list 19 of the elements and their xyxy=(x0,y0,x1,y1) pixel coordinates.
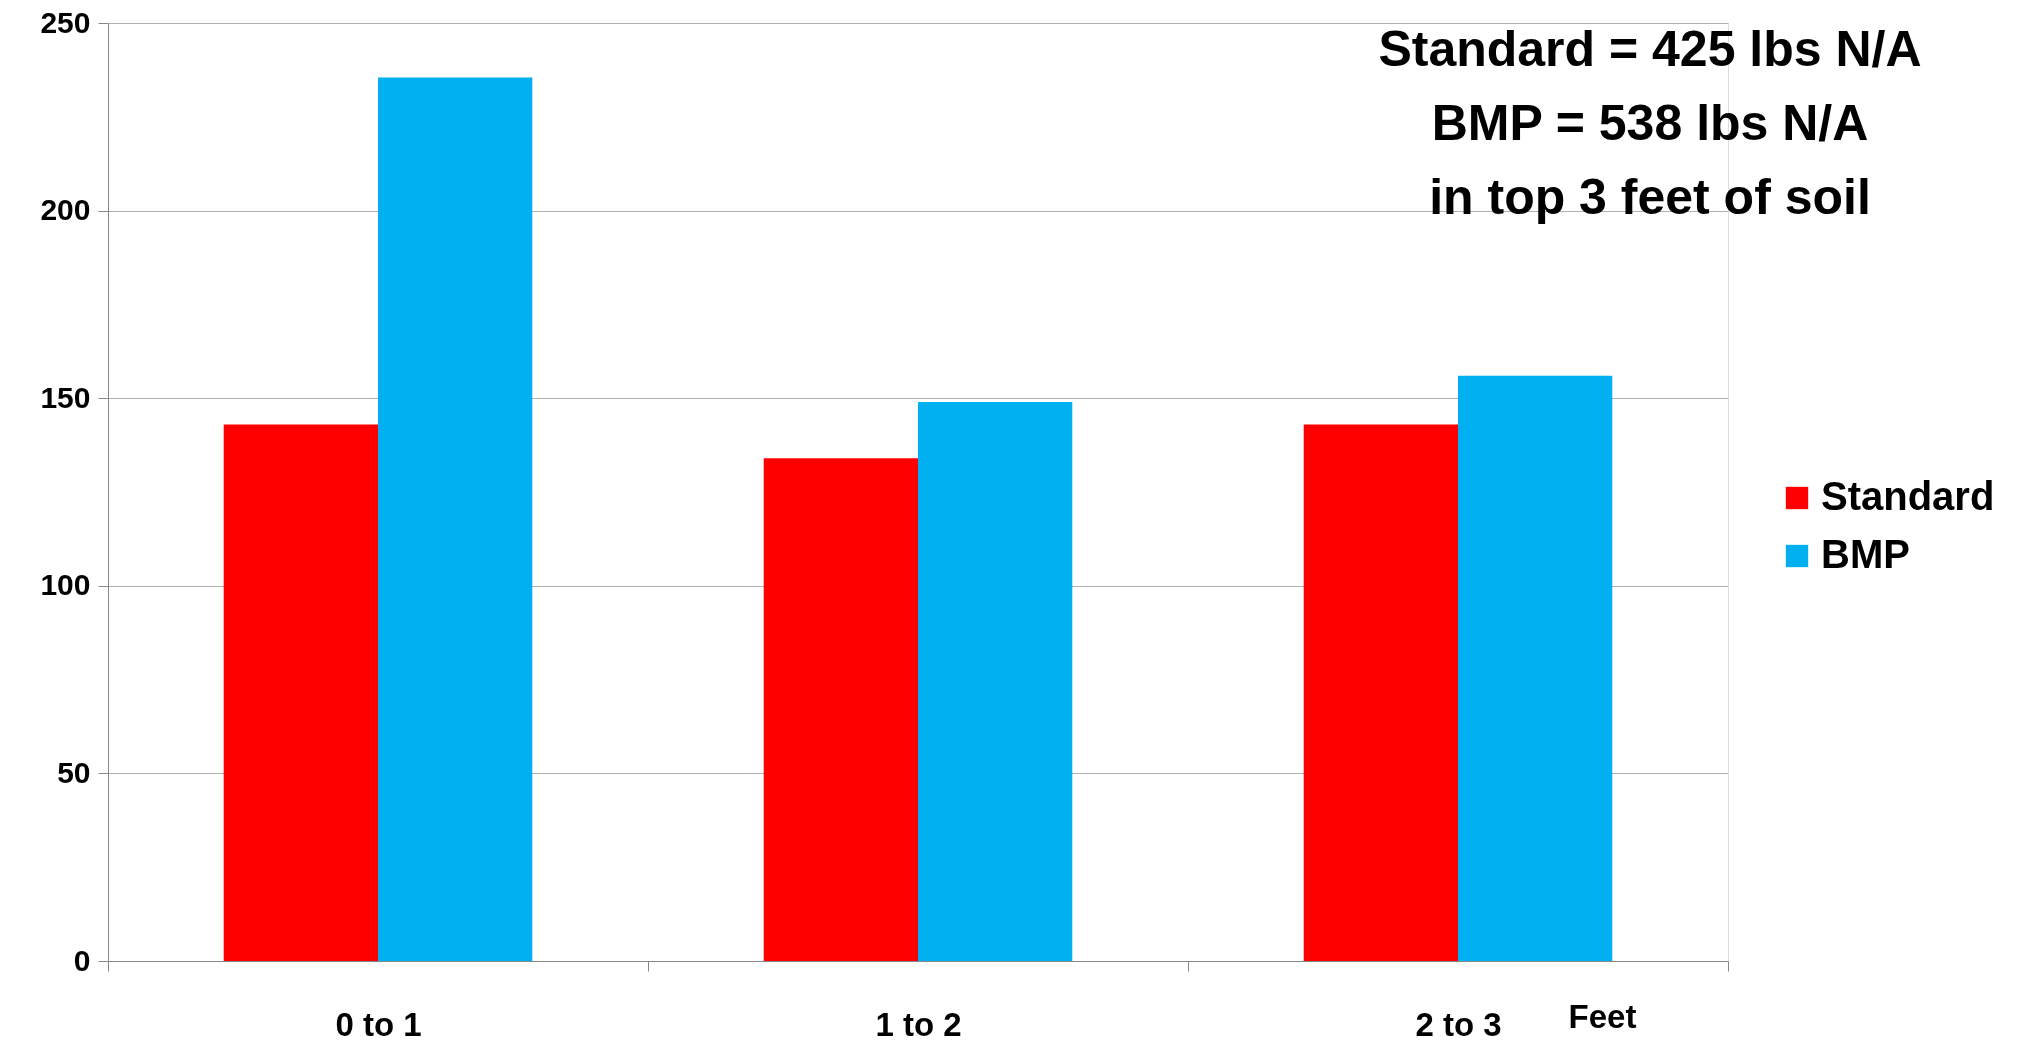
bar xyxy=(1303,424,1458,961)
x-axis-title: Feet xyxy=(1568,997,1637,1035)
bar xyxy=(1458,375,1613,961)
y-tick-label: 200 xyxy=(40,193,91,227)
x-tick-label: 2 to 3 xyxy=(1415,1005,1502,1043)
annotation: Standard = 425 lbs N/A BMP = 538 lbs N/A in top 3 feet of soil xyxy=(1378,21,1922,225)
legend-label: Standard xyxy=(1821,474,1995,518)
y-tick-label: 0 xyxy=(73,943,91,977)
y-tick-label: 50 xyxy=(57,755,91,789)
x-tick-label: 1 to 2 xyxy=(875,1005,962,1043)
y-tick-label: 150 xyxy=(40,380,91,414)
x-tick-label: 0 to 1 xyxy=(335,1005,422,1043)
bar xyxy=(918,401,1073,961)
bar xyxy=(378,77,533,961)
bar xyxy=(763,458,918,961)
y-tick-label: 250 xyxy=(40,5,91,39)
bar xyxy=(223,424,378,961)
legend-label: BMP xyxy=(1821,532,1910,576)
y-tick-label: 100 xyxy=(40,568,91,602)
